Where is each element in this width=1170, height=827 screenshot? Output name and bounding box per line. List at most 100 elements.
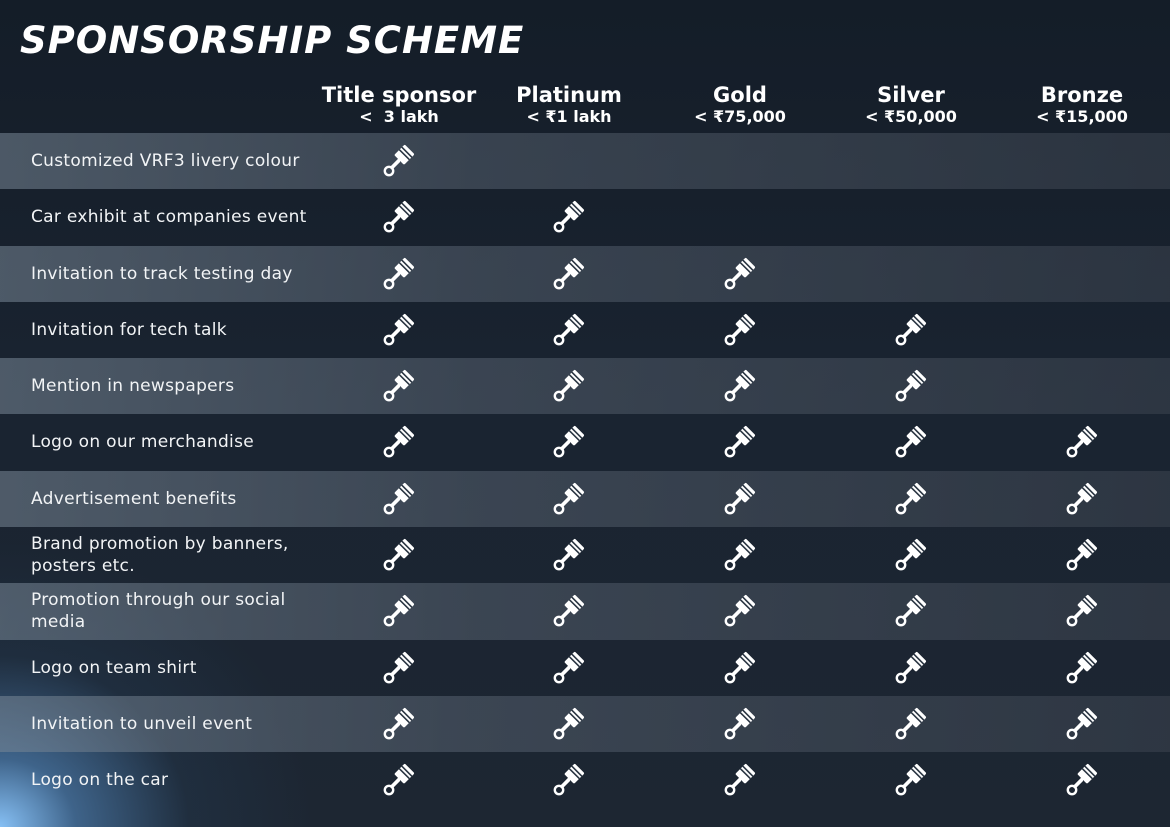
piston-icon [549,535,589,575]
benefit-cell [484,527,654,583]
benefit-cell [826,752,996,808]
benefit-cell [997,696,1167,752]
benefit-cell [314,752,484,808]
benefit-cell [314,246,484,302]
benefit-cell [655,527,825,583]
tier-header-bronze: Bronze < ₹15,000 [997,83,1167,127]
benefit-cell [484,189,654,245]
piston-icon [891,535,931,575]
piston-icon [1062,648,1102,688]
feature-label: Car exhibit at companies event [31,207,307,228]
piston-icon [379,535,419,575]
feature-label: Customized VRF3 livery colour [31,151,300,171]
benefit-cell [314,133,484,189]
benefit-cell [655,583,825,639]
piston-icon [720,591,760,631]
piston-icon [379,704,419,744]
benefits-table: Customized VRF3 livery colour Car exhibit… [0,133,1170,809]
tier-header-gold: Gold < ₹75,000 [655,83,825,127]
benefit-cell [484,696,654,752]
benefit-cell [997,414,1167,470]
benefit-cell [997,583,1167,639]
benefit-cell [997,527,1167,583]
piston-icon [720,648,760,688]
piston-icon [720,535,760,575]
piston-icon [549,366,589,406]
feature-label: Advertisement benefits [31,488,237,509]
piston-icon [891,479,931,519]
table-row: Logo on our merchandise [0,414,1170,470]
table-row: Invitation to unveil event [0,695,1170,753]
benefit-cell [484,414,654,470]
benefit-cell [314,358,484,414]
piston-icon [549,422,589,462]
piston-icon [720,310,760,350]
benefit-cell [655,414,825,470]
piston-icon [891,591,931,631]
benefit-cell [997,640,1167,696]
piston-icon [549,704,589,744]
piston-icon [549,591,589,631]
benefit-cell [655,752,825,808]
feature-label: Mention in newspapers [31,376,235,397]
piston-icon [891,704,931,744]
piston-icon [379,310,419,350]
benefit-cell [826,640,996,696]
benefit-cell [314,583,484,639]
piston-icon [720,254,760,294]
benefit-cell [997,752,1167,808]
benefit-cell [826,696,996,752]
tier-name: Title sponsor [321,83,477,107]
tier-header-title-sponsor: Title sponsor < 3 lakh [314,83,484,127]
benefit-cell [484,358,654,414]
benefit-cell [484,640,654,696]
benefit-cell [484,583,654,639]
piston-icon [549,648,589,688]
tier-price: < 3 lakh [359,107,439,126]
piston-icon [720,760,760,800]
piston-icon [891,422,931,462]
feature-label: Logo on the car [31,770,169,791]
piston-icon [379,197,419,237]
table-row: Invitation to track testing day [0,245,1170,302]
piston-icon [549,197,589,237]
benefit-cell [826,358,996,414]
piston-icon [549,760,589,800]
piston-icon [891,760,931,800]
benefit-cell [826,471,996,527]
benefit-cell [826,414,996,470]
piston-icon [891,366,931,406]
feature-label: Invitation to track testing day [31,263,293,284]
benefit-cell [314,640,484,696]
piston-icon [549,310,589,350]
tier-price: < ₹15,000 [1036,107,1128,126]
table-row: Invitation for tech talk [0,302,1170,358]
piston-icon [379,366,419,406]
piston-icon [379,760,419,800]
benefit-cell [314,414,484,470]
feature-label: Promotion through our social media [31,590,286,633]
tier-price: < ₹50,000 [865,107,957,126]
tier-name: Gold [713,83,767,107]
table-row: Brand promotion by banners, posters etc. [0,527,1170,583]
benefit-cell [314,527,484,583]
benefit-cell [314,696,484,752]
benefit-cell [655,471,825,527]
benefit-cell [826,302,996,358]
piston-icon [379,422,419,462]
benefit-cell [314,471,484,527]
benefit-cell [484,471,654,527]
piston-icon [720,479,760,519]
piston-icon [891,648,931,688]
benefit-cell [997,471,1167,527]
piston-icon [549,479,589,519]
table-row: Logo on team shirt [0,640,1170,696]
piston-icon [379,479,419,519]
table-row: Logo on the car [0,752,1170,808]
feature-label: Logo on our merchandise [31,432,254,453]
piston-icon [379,648,419,688]
tier-price: < ₹75,000 [694,107,786,126]
benefit-cell [484,752,654,808]
feature-label: Invitation to unveil event [31,713,253,734]
tier-price: < ₹1 lakh [526,107,612,126]
